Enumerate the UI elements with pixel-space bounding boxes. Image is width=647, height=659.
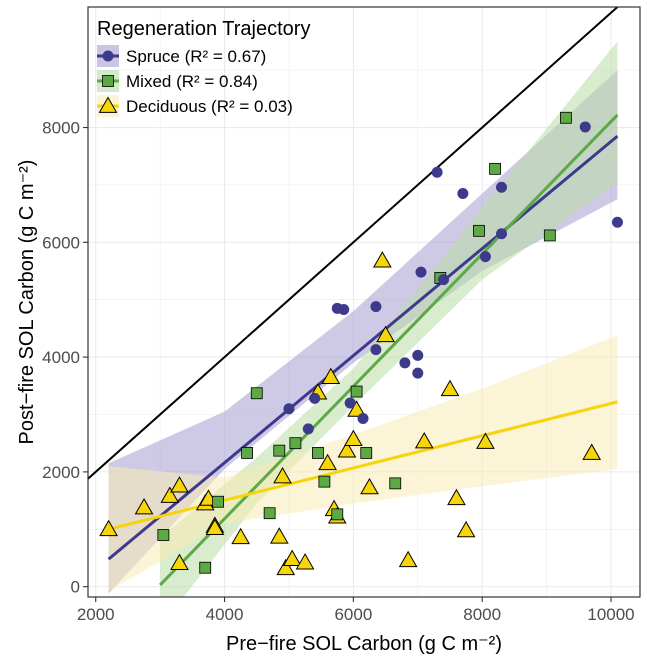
deciduous-point [456, 520, 476, 538]
spruce-point [309, 392, 321, 404]
mixed-point [350, 385, 363, 398]
mixed-point [389, 477, 402, 490]
spruce-point [431, 166, 443, 178]
mixed-point [473, 224, 485, 237]
spruce-point [370, 344, 382, 356]
deciduous-point [318, 453, 337, 471]
y-tick-label: 4000 [42, 348, 80, 367]
deciduous-point [360, 477, 379, 495]
deciduous-point [134, 497, 154, 515]
spruce-point [338, 303, 350, 315]
y-tick-label: 2000 [42, 463, 80, 482]
spruce-point [412, 367, 424, 379]
mixed-point [331, 508, 344, 521]
spruce-legend-marker [102, 50, 114, 62]
deciduous-point [337, 441, 357, 458]
mixed-point [157, 529, 170, 541]
y-tick-label: 6000 [42, 233, 80, 252]
one-to-one-line [88, 7, 619, 480]
mixed-point [360, 447, 373, 459]
spruce-point [302, 423, 314, 435]
mixed-fit-line [159, 113, 619, 586]
deciduous-point [347, 400, 366, 417]
deciduous-point [276, 558, 296, 576]
spruce-legend-label: Spruce (R² = 0.67) [126, 47, 266, 66]
spruce-point [370, 301, 382, 313]
deciduous-point [170, 553, 189, 571]
deciduous-legend-label: Deciduous (R² = 0.03) [126, 97, 293, 116]
mixed-point [489, 162, 501, 175]
deciduous-fit-line [108, 400, 618, 531]
mixed-point [312, 447, 324, 459]
mixed-point [560, 111, 572, 124]
one-to-one-line-group [88, 7, 619, 480]
spruce-point [611, 216, 623, 228]
mixed-point [241, 447, 253, 459]
deciduous-point [160, 486, 180, 503]
spruce-point [496, 181, 508, 193]
legend-title: Regeneration Trajectory [97, 18, 310, 40]
deciduous-point [344, 429, 363, 447]
spruce-point [412, 349, 424, 361]
deciduous-point [282, 549, 302, 566]
deciduous-point [295, 553, 315, 570]
spruce-point [344, 397, 356, 409]
x-tick-label: 4000 [206, 605, 244, 624]
deciduous-point [372, 251, 392, 268]
deciduous-point [447, 488, 466, 506]
deciduous-point [321, 367, 341, 385]
plot-border [87, 6, 641, 598]
y-tick-label: 8000 [42, 119, 80, 138]
deciduous-point [231, 527, 251, 545]
mixed-point [250, 387, 263, 400]
legend: Regeneration Trajectory Spruce (R² = 0.6… [97, 18, 310, 117]
x-tick-label: 6000 [334, 605, 372, 624]
spruce-point [496, 228, 508, 240]
mixed-point [273, 444, 286, 457]
x-tick-label: 10000 [587, 605, 634, 624]
confidence-bands [108, 41, 618, 597]
deciduous-point [414, 431, 434, 449]
spruce-point [457, 188, 469, 200]
deciduous-point [376, 325, 395, 343]
mixed-point [543, 229, 556, 242]
spruce-point [399, 357, 411, 369]
y-axis-title: Post−fire SOL Carbon (g C m⁻²) [16, 160, 38, 445]
x-axis-title: Pre−fire SOL Carbon (g C m⁻²) [226, 633, 502, 655]
mixed-point [199, 561, 212, 574]
mixed-point [318, 475, 331, 488]
deciduous-point [273, 466, 292, 484]
data-points [99, 111, 623, 576]
mixed-point [212, 495, 225, 508]
mixed-legend-marker [102, 75, 114, 87]
spruce-fit-line [107, 134, 619, 561]
y-tick-label: 0 [71, 578, 80, 597]
x-axis-ticks: 2000 4000 6000 8000 10000 [77, 597, 635, 624]
deciduous-point [440, 379, 460, 397]
mixed-point [289, 437, 302, 450]
spruce-point [283, 403, 295, 415]
deciduous-point [582, 443, 602, 460]
spruce-point [415, 266, 427, 278]
deciduous-point [476, 432, 495, 449]
deciduous-point [205, 518, 225, 536]
deciduous-point [99, 519, 118, 537]
fit-lines [107, 113, 619, 586]
deciduous-point [269, 527, 289, 544]
y-axis-ticks: 0 2000 4000 6000 8000 [42, 119, 88, 597]
x-tick-label: 8000 [463, 605, 501, 624]
deciduous-point [170, 476, 189, 493]
spruce-point [438, 274, 450, 286]
mixed-legend-label: Mixed (R² = 0.84) [126, 72, 258, 91]
deciduous-confidence-band [108, 335, 618, 592]
spruce-point [357, 413, 369, 425]
deciduous-point [398, 550, 418, 568]
deciduous-legend-marker [98, 96, 118, 113]
spruce-point [479, 251, 491, 263]
spruce-point [579, 121, 591, 133]
x-tick-label: 2000 [77, 605, 115, 624]
mixed-point [263, 507, 276, 520]
mixed-confidence-band [160, 41, 618, 597]
